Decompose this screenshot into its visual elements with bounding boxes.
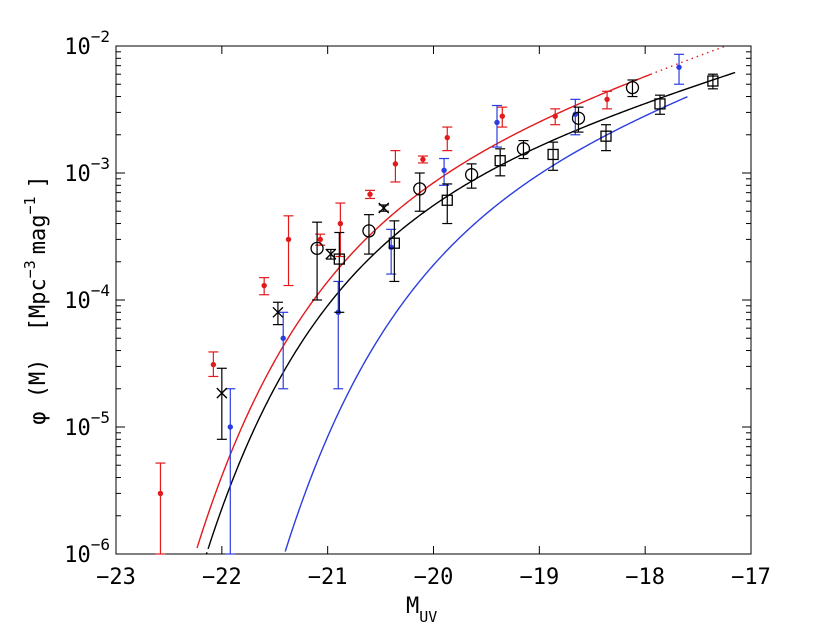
- x-axis-title-main: M: [406, 594, 419, 619]
- x-tick-label: −17: [731, 565, 771, 590]
- data-point: [388, 237, 400, 249]
- y-axis-title-exp1: −3: [21, 260, 39, 278]
- y-axis-title-phi: φ: [26, 412, 51, 425]
- data-point: [600, 130, 612, 142]
- plot-area: [115, 45, 752, 555]
- data-point: [413, 182, 427, 196]
- data-point: [280, 335, 286, 341]
- data-point: [310, 241, 324, 256]
- y-axis-title-arg: (M): [26, 359, 51, 399]
- y-tick-label: 10−5: [64, 408, 110, 441]
- data-points: [155, 53, 719, 555]
- data-point: [444, 134, 450, 141]
- y-axis-title-unit-close: ]: [26, 175, 51, 188]
- data-point: [464, 168, 479, 182]
- data-point: [210, 361, 217, 368]
- data-point: [547, 148, 559, 161]
- y-tick-label-base: 10: [64, 416, 91, 441]
- data-point: [285, 236, 292, 243]
- data-point: [227, 424, 233, 430]
- data-point: [625, 80, 640, 95]
- tick-labels: −23 −22 −21 −20 −19 −18 −1710−610−510−410−310−…: [64, 27, 771, 590]
- data-point: [325, 248, 337, 260]
- data-point: [272, 306, 284, 318]
- y-tick-label-exp: −5: [91, 408, 110, 427]
- y-tick-label-exp: −3: [91, 154, 110, 173]
- y-axis-title-exp2: −1: [21, 196, 39, 214]
- x-axis-title: MUV: [406, 594, 437, 625]
- data-point: [676, 64, 682, 70]
- data-point: [378, 202, 390, 214]
- data-point: [441, 194, 453, 206]
- x-tick-label: −22: [202, 565, 242, 590]
- y-tick-label: 10−6: [64, 535, 110, 568]
- data-point: [216, 387, 228, 399]
- data-point: [261, 282, 267, 289]
- y-tick-label: 10−3: [64, 154, 110, 187]
- y-tick-label-base: 10: [64, 35, 91, 60]
- data-point: [604, 96, 610, 103]
- y-tick-label-base: 10: [64, 162, 91, 187]
- data-point: [362, 224, 376, 238]
- data-point: [157, 490, 164, 497]
- data-point: [707, 75, 719, 87]
- data-point: [367, 191, 373, 197]
- y-axis-title-unit-open: [Mpc: [26, 278, 51, 331]
- y-tick-label-base: 10: [64, 543, 91, 568]
- y-tick-label-exp: −6: [91, 535, 110, 554]
- y-axis-title: φ (M) [Mpc−3 mag−1]: [21, 175, 51, 425]
- y-tick-label-base: 10: [64, 289, 91, 314]
- x-tick-label: −21: [308, 565, 348, 590]
- x-tick-label: −20: [414, 565, 454, 590]
- data-point: [392, 161, 399, 167]
- fit-curve: [284, 96, 688, 552]
- fit-curve: [650, 45, 726, 76]
- x-tick-label: −19: [519, 565, 559, 590]
- y-tick-label: 10−4: [64, 281, 110, 314]
- y-tick-label-exp: −4: [91, 281, 110, 300]
- data-point: [552, 113, 558, 119]
- data-point: [441, 167, 447, 174]
- x-tick-label: −18: [625, 565, 665, 590]
- y-tick-label: 10−2: [64, 27, 110, 60]
- data-point: [494, 155, 506, 167]
- data-point: [654, 98, 666, 110]
- data-point: [420, 156, 426, 163]
- fit-curve: [205, 548, 209, 554]
- x-axis-title-sub: UV: [419, 608, 437, 625]
- data-point: [571, 111, 586, 125]
- data-point: [317, 236, 323, 243]
- axis-ticks: [115, 45, 752, 555]
- x-tick-label: −23: [96, 565, 136, 590]
- data-point: [337, 220, 344, 227]
- data-point: [499, 113, 505, 119]
- y-tick-label-exp: −2: [91, 27, 110, 46]
- y-axis-title-unit-mid: mag: [26, 215, 51, 255]
- data-point: [516, 142, 531, 156]
- data-point: [494, 119, 500, 126]
